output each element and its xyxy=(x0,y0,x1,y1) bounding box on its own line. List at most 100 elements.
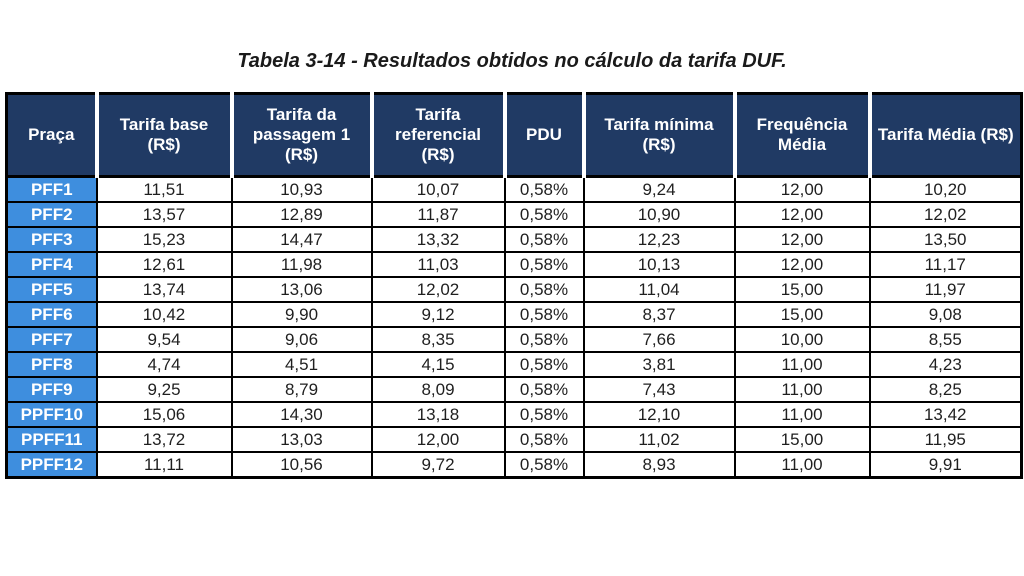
table-cell: 13,18 xyxy=(370,401,506,428)
table-cell: 0,58% xyxy=(503,276,585,303)
table-cell: 9,12 xyxy=(370,301,506,328)
table-cell: 11,98 xyxy=(230,251,373,278)
table-cell: 9,06 xyxy=(230,326,373,353)
table-cell: 12,10 xyxy=(582,401,736,428)
table-row: PFF1 11,51 10,93 10,07 0,58% 9,24 12,00 10,20 xyxy=(5,175,1023,203)
table-cell: 11,00 xyxy=(733,401,871,428)
table-cell: 8,79 xyxy=(230,376,373,403)
table-cell: 11,95 xyxy=(868,426,1023,453)
column-header: Frequência Média xyxy=(732,92,870,178)
table-cell: 0,58% xyxy=(503,451,585,479)
table-cell: 15,00 xyxy=(733,426,871,453)
table-cell: 10,07 xyxy=(370,175,506,203)
row-label: PFF4 xyxy=(5,251,98,278)
table-cell: 0,58% xyxy=(503,426,585,453)
column-header: Tarifa referencial (R$) xyxy=(369,92,505,178)
table-cell: 14,47 xyxy=(230,226,373,253)
table-cell: 9,24 xyxy=(582,175,736,203)
column-header: Tarifa mínima (R$) xyxy=(581,92,735,178)
row-label: PFF1 xyxy=(5,175,98,203)
table-row: PFF5 13,74 13,06 12,02 0,58% 11,04 15,00 11,97 xyxy=(5,276,1023,303)
table-cell: 12,00 xyxy=(733,175,871,203)
table-cell: 13,32 xyxy=(370,226,506,253)
table-cell: 13,57 xyxy=(95,201,233,228)
table-cell: 10,56 xyxy=(230,451,373,479)
row-label: PFF5 xyxy=(5,276,98,303)
table-cell: 3,81 xyxy=(582,351,736,378)
row-label: PFF2 xyxy=(5,201,98,228)
table-cell: 4,15 xyxy=(370,351,506,378)
table-cell: 8,25 xyxy=(868,376,1023,403)
table-cell: 4,51 xyxy=(230,351,373,378)
table-cell: 11,97 xyxy=(868,276,1023,303)
table-cell: 13,42 xyxy=(868,401,1023,428)
table-cell: 12,00 xyxy=(733,226,871,253)
row-label: PFF8 xyxy=(5,351,98,378)
table-cell: 11,00 xyxy=(733,376,871,403)
column-header: PDU xyxy=(502,92,584,178)
table-cell: 0,58% xyxy=(503,201,585,228)
table-cell: 13,72 xyxy=(95,426,233,453)
table-cell: 0,58% xyxy=(503,326,585,353)
table-row: PFF7 9,54 9,06 8,35 0,58% 7,66 10,00 8,55 xyxy=(5,326,1023,353)
table-cell: 13,74 xyxy=(95,276,233,303)
table-cell: 9,91 xyxy=(868,451,1023,479)
table-cell: 11,00 xyxy=(733,351,871,378)
table-cell: 0,58% xyxy=(503,376,585,403)
row-label: PFF3 xyxy=(5,226,98,253)
table-cell: 12,00 xyxy=(370,426,506,453)
row-label: PFF9 xyxy=(5,376,98,403)
table-cell: 9,25 xyxy=(95,376,233,403)
table-cell: 0,58% xyxy=(503,301,585,328)
table-cell: 10,93 xyxy=(230,175,373,203)
table-cell: 15,06 xyxy=(95,401,233,428)
table-cell: 13,06 xyxy=(230,276,373,303)
table-cell: 12,02 xyxy=(868,201,1023,228)
table-cell: 7,43 xyxy=(582,376,736,403)
table-cell: 12,00 xyxy=(733,201,871,228)
table-cell: 10,20 xyxy=(868,175,1023,203)
table-cell: 4,74 xyxy=(95,351,233,378)
tariff-table: Praça Tarifa base (R$) Tarifa da passagem … xyxy=(5,92,1023,479)
table-caption: Tabela 3-14 - Resultados obtidos no cálc… xyxy=(237,50,787,72)
table-cell: 13,50 xyxy=(868,226,1023,253)
table-cell: 8,93 xyxy=(582,451,736,479)
table-cell: 10,00 xyxy=(733,326,871,353)
table-row: PFF4 12,61 11,98 11,03 0,58% 10,13 12,00 11,17 xyxy=(5,251,1023,278)
table-cell: 8,37 xyxy=(582,301,736,328)
row-label: PFF7 xyxy=(5,326,98,353)
table-cell: 10,90 xyxy=(582,201,736,228)
row-label: PPFF12 xyxy=(5,451,98,479)
table-cell: 4,23 xyxy=(868,351,1023,378)
table-row: PPFF11 13,72 13,03 12,00 0,58% 11,02 15,00 11,9… xyxy=(5,426,1023,453)
table-cell: 11,17 xyxy=(868,251,1023,278)
column-header: Tarifa base (R$) xyxy=(94,92,232,178)
row-label: PFF6 xyxy=(5,301,98,328)
column-header: Tarifa Média (R$) xyxy=(867,92,1023,178)
table-cell: 14,30 xyxy=(230,401,373,428)
table-cell: 11,51 xyxy=(95,175,233,203)
table-row: PFF3 15,23 14,47 13,32 0,58% 12,23 12,00 13,50 xyxy=(5,226,1023,253)
table-cell: 0,58% xyxy=(503,401,585,428)
table-cell: 11,02 xyxy=(582,426,736,453)
table-body: PFF1 11,51 10,93 10,07 0,58% 9,24 12,00 10,20 PF… xyxy=(5,175,1023,479)
table-cell: 12,89 xyxy=(230,201,373,228)
table-cell: 12,23 xyxy=(582,226,736,253)
table-cell: 8,35 xyxy=(370,326,506,353)
row-label: PPFF10 xyxy=(5,401,98,428)
table-row: PFF9 9,25 8,79 8,09 0,58% 7,43 11,00 8,25 xyxy=(5,376,1023,403)
table-cell: 8,09 xyxy=(370,376,506,403)
table-cell: 12,02 xyxy=(370,276,506,303)
table-cell: 11,11 xyxy=(95,451,233,479)
table-cell: 9,54 xyxy=(95,326,233,353)
table-cell: 9,72 xyxy=(370,451,506,479)
row-label: PPFF11 xyxy=(5,426,98,453)
table-cell: 12,00 xyxy=(733,251,871,278)
table-cell: 13,03 xyxy=(230,426,373,453)
table-cell: 15,23 xyxy=(95,226,233,253)
table-cell: 0,58% xyxy=(503,175,585,203)
table-cell: 8,55 xyxy=(868,326,1023,353)
table-cell: 9,90 xyxy=(230,301,373,328)
table-cell: 10,13 xyxy=(582,251,736,278)
